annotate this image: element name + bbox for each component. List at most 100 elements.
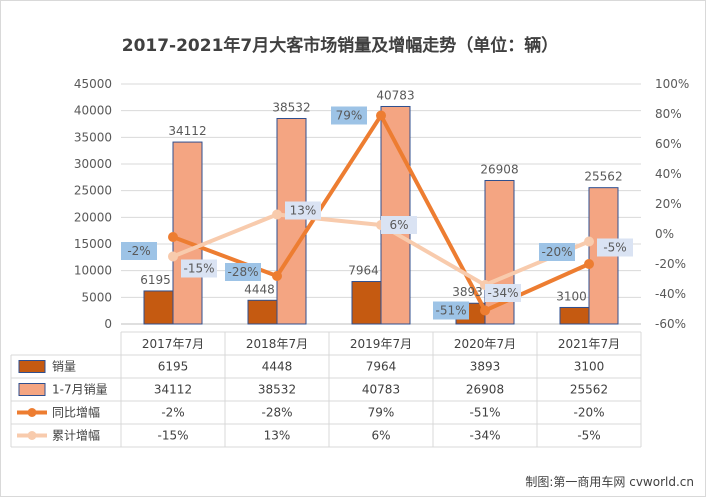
table-cell: 3100: [574, 360, 605, 374]
percent-label: -20%: [541, 245, 572, 259]
y-left-tick-label: 45000: [74, 77, 112, 91]
table-cell: -2%: [161, 406, 184, 420]
bar-value-label: 7964: [348, 264, 379, 278]
percent-label: -34%: [487, 286, 518, 300]
y-left-tick-label: 15000: [74, 237, 112, 251]
percent-label-box: [597, 238, 633, 257]
y-right-tick-label: 0%: [655, 227, 674, 241]
percent-label: -28%: [227, 265, 258, 279]
bar-value-label: 3100: [556, 289, 587, 303]
y-right-tick-label: 20%: [655, 197, 682, 211]
percent-label-box: [225, 263, 261, 281]
percent-label: -51%: [435, 304, 466, 318]
table-cell: 13%: [264, 429, 291, 443]
table-cell: 4448: [262, 360, 293, 374]
legend-swatch: [18, 383, 46, 396]
percent-label: -5%: [603, 241, 626, 255]
y-right-tick-label: 100%: [655, 77, 689, 91]
bar-value-label: 38532: [272, 100, 310, 114]
table-cell: 38532: [258, 383, 296, 397]
y-left-tick-label: 5000: [81, 290, 112, 304]
legend-label: 1-7月销量: [52, 383, 108, 397]
table-cell: 34112: [154, 383, 192, 397]
y-left-tick-label: 20000: [74, 210, 112, 224]
category-label: 2018年7月: [246, 337, 308, 351]
y-right-tick-label: 80%: [655, 107, 682, 121]
percent-label-box: [121, 242, 157, 260]
table-cell: 7964: [366, 360, 397, 374]
bar-value-label: 6195: [140, 273, 171, 287]
bar-monthly: [351, 281, 382, 325]
point-cumulative-growth: [168, 251, 178, 262]
point-yoy-growth: [168, 232, 178, 242]
percent-label-box: [181, 259, 217, 278]
y-left-tick-label: 10000: [74, 264, 112, 278]
bar-monthly: [559, 306, 590, 325]
bar-monthly: [143, 290, 174, 325]
point-cumulative-growth: [272, 209, 282, 220]
y-left-tick-label: 40000: [74, 104, 112, 118]
bar-value-label: 34112: [168, 124, 206, 138]
bar-cumulative: [172, 141, 203, 325]
table-cell: -20%: [573, 406, 604, 420]
legend-label: 销量: [52, 360, 76, 374]
table-cell: 6%: [371, 429, 390, 443]
table-cell: 25562: [570, 383, 608, 397]
percent-label: 13%: [290, 204, 317, 218]
y-right-tick-label: -60%: [655, 317, 686, 331]
point-yoy-growth: [480, 305, 490, 316]
category-label: 2020年7月: [454, 337, 516, 351]
category-label: 2021年7月: [558, 337, 620, 351]
category-label: 2019年7月: [350, 337, 412, 351]
percent-label-box: [331, 106, 367, 125]
bar-value-label: 3893: [452, 285, 483, 299]
percent-label-box: [539, 243, 575, 261]
percent-label: 79%: [336, 109, 363, 123]
table-cell: 3893: [470, 360, 501, 374]
bar-cumulative: [276, 117, 307, 325]
legend-swatch-marker: [27, 431, 37, 440]
table-cell: 79%: [368, 406, 395, 420]
percent-label-box: [285, 201, 321, 220]
table-cell: 40783: [362, 383, 400, 397]
y-right-tick-label: -40%: [655, 287, 686, 301]
percent-label-box: [485, 284, 521, 302]
table-cell: -15%: [157, 429, 188, 443]
y-left-tick-label: 30000: [74, 157, 112, 171]
percent-label: 6%: [389, 218, 408, 232]
legend-label: 累计增幅: [52, 428, 100, 443]
bar-value-label: 4448: [244, 282, 275, 296]
point-yoy-growth: [272, 271, 282, 281]
legend-swatch: [18, 360, 46, 373]
percent-label-box: [381, 216, 417, 234]
table-cell: -34%: [469, 429, 500, 443]
percent-label-box: [433, 301, 469, 320]
bar-value-label: 26908: [480, 162, 518, 176]
table-cell: 6195: [158, 360, 189, 374]
table-cell: 26908: [466, 383, 504, 397]
point-yoy-growth: [376, 110, 386, 121]
point-yoy-growth: [584, 259, 594, 269]
legend-label: 同比增幅: [52, 405, 100, 420]
y-right-tick-label: 60%: [655, 137, 682, 151]
legend-swatch-marker: [27, 408, 37, 417]
y-left-tick-label: 0: [104, 317, 112, 331]
chart-title: 2017-2021年7月大客市场销量及增幅走势（单位：辆）: [122, 35, 559, 56]
point-cumulative-growth: [584, 236, 594, 247]
bar-monthly: [247, 299, 278, 325]
y-right-tick-label: -20%: [655, 257, 686, 271]
percent-label: -15%: [183, 262, 214, 276]
y-right-tick-label: 40%: [655, 167, 682, 181]
y-left-tick-label: 25000: [74, 184, 112, 198]
bar-value-label: 40783: [376, 88, 414, 102]
category-label: 2017年7月: [142, 337, 204, 351]
table-cell: -5%: [577, 429, 600, 443]
y-left-tick-label: 35000: [74, 130, 112, 144]
table-cell: -51%: [469, 406, 500, 420]
percent-label: -2%: [127, 244, 150, 258]
table-cell: -28%: [261, 406, 292, 420]
bar-value-label: 25562: [584, 170, 622, 184]
chart-credit: 制图:第一商用车网 cvworld.cn: [525, 474, 694, 489]
